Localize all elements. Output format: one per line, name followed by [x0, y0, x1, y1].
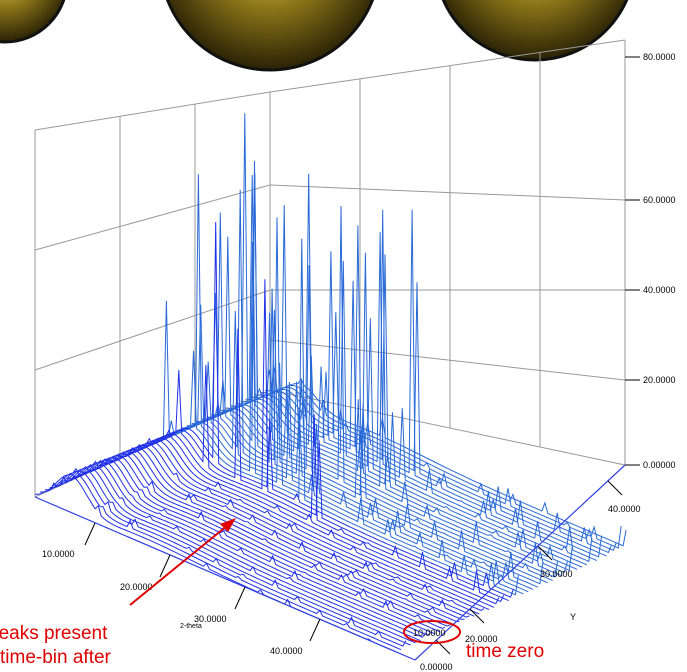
trace: [226, 261, 587, 565]
trace: [246, 161, 607, 556]
annotation: time zero: [466, 641, 544, 662]
screenshot: 80.0000 60.0000 40.0000 20.0000 0.00000 …: [0, 0, 687, 672]
y-tick-label: 10.0000: [413, 628, 446, 638]
z-tick-label: 20.0000: [643, 375, 676, 385]
annotation: peaks present: [0, 623, 108, 644]
z-tick-label: 60.0000: [643, 195, 676, 205]
trace: [123, 440, 484, 611]
x-tick-label: 10.0000: [42, 549, 75, 559]
z-tick-label: 0.00000: [643, 460, 676, 470]
z-tick-label: 40.0000: [643, 285, 676, 295]
z-tick-label: 80.0000: [643, 52, 676, 62]
y-tick-label: 30.0000: [540, 569, 573, 579]
box-frame: [35, 40, 625, 497]
waterfall-traces: [35, 113, 626, 652]
y-tick-label: 40.0000: [608, 504, 641, 514]
y-axis-label: Y: [570, 612, 576, 622]
plot: 80.0000 60.0000 40.0000 20.0000 0.00000 …: [0, 0, 687, 672]
y-tick-label: 0.00000: [420, 662, 453, 672]
arrow: [130, 525, 228, 605]
x-tick-label: 40.0000: [270, 646, 303, 656]
annotation: time-bin after: [0, 647, 112, 668]
x-axis-label: 2-theta: [180, 623, 202, 630]
